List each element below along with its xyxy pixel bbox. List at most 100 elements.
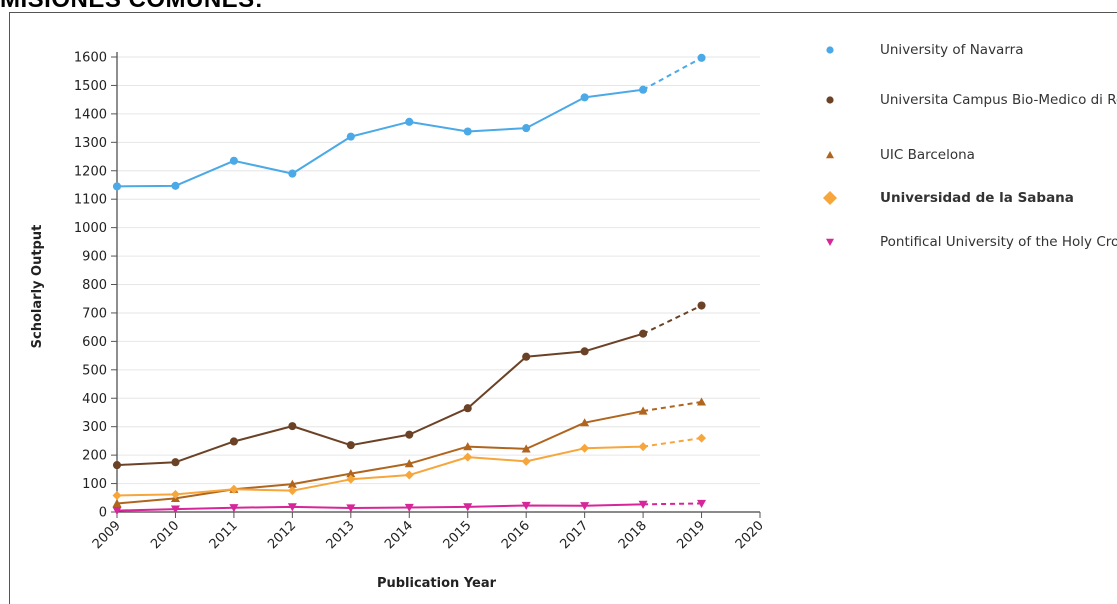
data-point[interactable] bbox=[697, 433, 707, 443]
data-point[interactable] bbox=[463, 442, 473, 451]
data-point[interactable] bbox=[580, 93, 589, 102]
x-axis-title: Publication Year bbox=[377, 576, 497, 591]
legend-marker bbox=[826, 238, 834, 246]
data-point[interactable] bbox=[404, 459, 414, 468]
y-tick-label: 1300 bbox=[74, 136, 107, 151]
x-tick-label: 2012 bbox=[265, 518, 299, 552]
legend-item[interactable]: Universidad de la Sabana bbox=[820, 186, 1117, 210]
series-projection-line bbox=[642, 400, 702, 413]
data-point[interactable] bbox=[697, 499, 707, 508]
series-projection-line bbox=[643, 502, 702, 506]
data-point[interactable] bbox=[287, 479, 297, 488]
data-point[interactable] bbox=[346, 504, 356, 513]
y-tick-label: 600 bbox=[82, 335, 107, 350]
series-projection-line bbox=[642, 304, 702, 335]
x-tick-label: 2019 bbox=[674, 518, 708, 552]
series-4 bbox=[112, 499, 707, 516]
data-point[interactable] bbox=[229, 484, 239, 494]
data-point[interactable] bbox=[287, 503, 297, 512]
data-point[interactable] bbox=[346, 474, 356, 484]
data-point[interactable] bbox=[697, 53, 706, 62]
data-point[interactable] bbox=[522, 352, 531, 361]
data-point[interactable] bbox=[638, 406, 648, 415]
x-tick-label: 2011 bbox=[207, 518, 241, 552]
y-tick-label: 200 bbox=[82, 449, 107, 464]
data-point[interactable] bbox=[404, 503, 414, 512]
legend-item[interactable]: UIC Barcelona bbox=[820, 143, 1117, 167]
series-2 bbox=[112, 397, 707, 508]
data-point[interactable] bbox=[171, 458, 180, 467]
data-point[interactable] bbox=[521, 444, 531, 453]
y-tick-label: 100 bbox=[82, 477, 107, 492]
data-point[interactable] bbox=[639, 85, 648, 94]
series-3 bbox=[112, 433, 707, 501]
data-point[interactable] bbox=[463, 452, 473, 462]
data-point[interactable] bbox=[639, 329, 648, 338]
data-point[interactable] bbox=[580, 418, 590, 427]
legend-label: Pontifical University of the Holy Cross bbox=[880, 234, 1117, 250]
x-tick-label: 2020 bbox=[733, 518, 767, 552]
legend-marker bbox=[826, 96, 834, 104]
data-point[interactable] bbox=[229, 156, 238, 165]
y-tick-label: 1400 bbox=[74, 107, 107, 122]
data-point[interactable] bbox=[229, 504, 239, 513]
y-tick-label: 1500 bbox=[74, 79, 107, 94]
data-point[interactable] bbox=[697, 397, 707, 406]
data-point[interactable] bbox=[112, 498, 122, 508]
series-lines bbox=[112, 53, 707, 516]
legend-label: Universita Campus Bio-Medico di Roma bbox=[880, 92, 1117, 108]
legend-item[interactable]: Pontifical University of the Holy Cross bbox=[820, 230, 1117, 254]
data-point[interactable] bbox=[580, 347, 589, 356]
x-tick-label: 2013 bbox=[324, 518, 358, 552]
data-point[interactable] bbox=[112, 506, 122, 516]
data-point[interactable] bbox=[405, 430, 414, 439]
legend-marker-shape bbox=[826, 151, 834, 159]
data-point[interactable] bbox=[638, 442, 648, 452]
legend-marker-shape bbox=[826, 96, 834, 104]
data-point[interactable] bbox=[463, 127, 472, 136]
data-point[interactable] bbox=[697, 301, 706, 310]
data-point[interactable] bbox=[112, 182, 122, 191]
data-point[interactable] bbox=[463, 404, 472, 413]
series-line bbox=[116, 410, 644, 505]
legend-label: University of Navarra bbox=[880, 42, 1024, 58]
legend-item[interactable]: University of Navarra bbox=[820, 38, 1117, 62]
data-point[interactable] bbox=[229, 437, 238, 446]
data-point[interactable] bbox=[112, 461, 122, 470]
legend-marker bbox=[826, 46, 834, 54]
legend-marker-shape bbox=[823, 191, 837, 205]
y-tick-label: 900 bbox=[82, 250, 107, 265]
y-tick-label: 1100 bbox=[74, 193, 107, 208]
data-point[interactable] bbox=[521, 501, 531, 510]
legend-marker-shape bbox=[826, 238, 834, 246]
data-point[interactable] bbox=[171, 181, 180, 190]
data-point[interactable] bbox=[170, 505, 180, 514]
data-point[interactable] bbox=[288, 169, 297, 178]
data-point[interactable] bbox=[580, 443, 590, 453]
axes bbox=[116, 52, 760, 513]
x-tick-label: 2014 bbox=[382, 518, 416, 552]
data-point[interactable] bbox=[170, 489, 180, 499]
legend-item[interactable]: Universita Campus Bio-Medico di Roma bbox=[820, 88, 1117, 112]
data-point[interactable] bbox=[112, 491, 122, 501]
data-point[interactable] bbox=[463, 503, 473, 512]
data-point[interactable] bbox=[404, 470, 414, 480]
y-tick-label: 700 bbox=[82, 306, 107, 321]
data-point[interactable] bbox=[346, 469, 356, 478]
x-tick-label: 2010 bbox=[148, 518, 182, 552]
data-point[interactable] bbox=[521, 456, 531, 466]
data-point[interactable] bbox=[287, 486, 297, 496]
y-tick-label: 0 bbox=[99, 506, 107, 521]
data-point[interactable] bbox=[405, 117, 414, 126]
data-point[interactable] bbox=[346, 132, 355, 141]
data-point[interactable] bbox=[346, 441, 355, 450]
data-point[interactable] bbox=[638, 500, 648, 509]
y-tick-label: 300 bbox=[82, 420, 107, 435]
data-point[interactable] bbox=[288, 422, 297, 431]
data-point[interactable] bbox=[580, 502, 590, 511]
chart-frame bbox=[9, 12, 1117, 604]
y-tick-labels: 0 100 200 300 400 500 600 700 800 900 1000 1100 1200… bbox=[74, 51, 117, 521]
data-point[interactable] bbox=[522, 124, 531, 133]
legend-marker-shape bbox=[826, 46, 834, 54]
series-line bbox=[116, 332, 644, 467]
